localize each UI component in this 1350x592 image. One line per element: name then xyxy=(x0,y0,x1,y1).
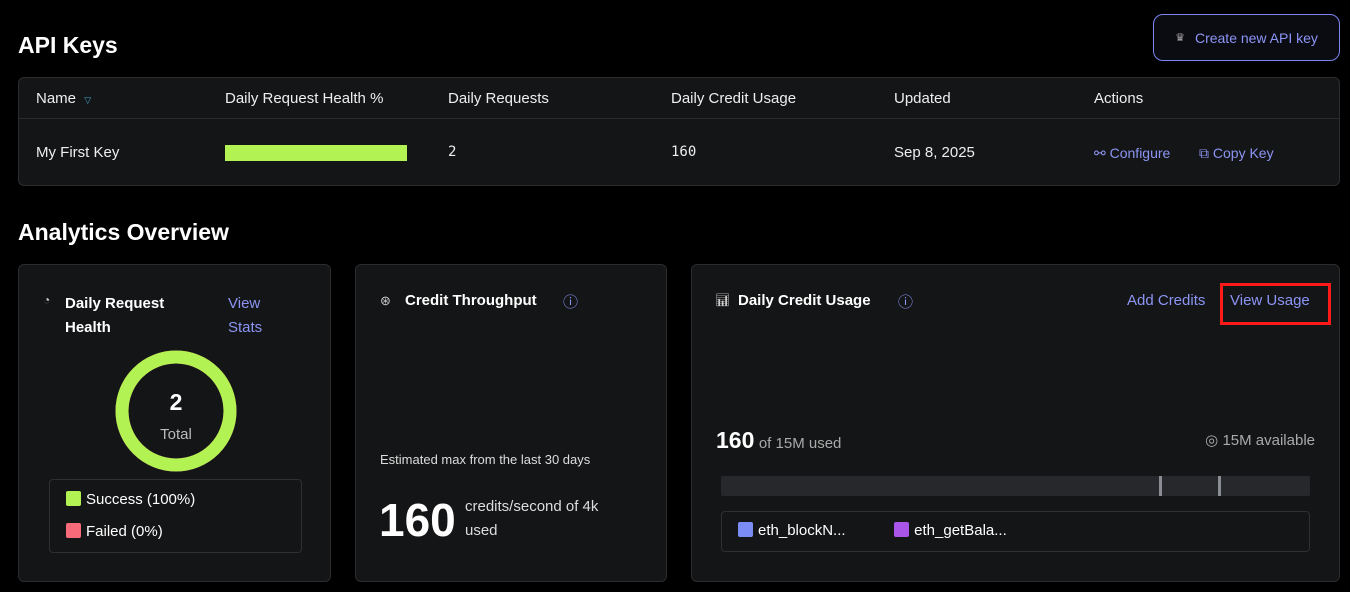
table-header: Name ▽ Daily Request Health % Daily Requ… xyxy=(19,78,1339,119)
column-credit-header: Daily Credit Usage xyxy=(671,90,797,107)
card-title: Daily Request Health xyxy=(65,295,165,336)
usage-marker xyxy=(1159,476,1162,496)
sliders-icon: ⚯ xyxy=(1094,145,1106,161)
credit-used: 160 of 15M used xyxy=(716,427,842,453)
throughput-unit: credits/second of 4k used xyxy=(465,498,599,539)
add-credits-link[interactable]: Add Credits xyxy=(1127,292,1206,309)
sort-down-icon[interactable]: ▽ xyxy=(84,95,92,105)
throughput-value: 160 xyxy=(379,494,456,546)
daily-credit-usage-card: 📊︎ Daily Credit Usage ⓘ Add Credits View… xyxy=(691,264,1340,582)
column-updated-header: Updated xyxy=(894,90,951,107)
info-icon[interactable]: ⓘ xyxy=(563,294,579,311)
card-title: Credit Throughput xyxy=(405,292,537,309)
usage-marker xyxy=(1218,476,1221,496)
column-health-header: Daily Request Health % xyxy=(225,90,384,107)
total-value: 2 xyxy=(169,389,183,415)
daily-requests-value: 2 xyxy=(448,144,457,160)
health-donut xyxy=(115,350,237,472)
health-bar xyxy=(225,145,407,161)
legend-success: Success (100%) xyxy=(66,484,285,516)
credit-usage-bar xyxy=(721,476,1310,496)
daily-request-health-card: ◔ Daily Request Health View Stats 2 Total … xyxy=(18,264,331,582)
create-api-key-button[interactable]: ♛ Create new API key xyxy=(1153,14,1340,61)
view-usage-link[interactable]: View Usage xyxy=(1220,283,1331,325)
legend-item: eth_blockN... xyxy=(738,522,890,539)
coin-icon: ◎ xyxy=(1205,432,1219,449)
column-actions-header: Actions xyxy=(1094,90,1144,107)
column-requests-header: Daily Requests xyxy=(448,90,549,107)
api-keys-table: Name ▽ Daily Request Health % Daily Requ… xyxy=(18,77,1340,186)
gauge-icon: ⊛ xyxy=(380,293,391,308)
bar-chart-icon: 📊︎ xyxy=(715,293,731,307)
throughput-caption: Estimated max from the last 30 days xyxy=(380,452,591,467)
credit-available: ◎ 15M available xyxy=(1205,432,1315,449)
credit-usage-value: 160 xyxy=(671,144,697,160)
success-arc xyxy=(115,350,237,472)
crown-icon: ♛ xyxy=(1175,32,1185,44)
updated-date: Sep 8, 2025 xyxy=(894,144,975,161)
legend-item: eth_getBala... xyxy=(894,522,1007,539)
view-stats-link[interactable]: View Stats xyxy=(228,295,263,336)
total-label: Total xyxy=(160,426,192,443)
legend-failed: Failed (0%) xyxy=(66,516,285,548)
health-legend: Success (100%) Failed (0%) xyxy=(49,479,302,553)
credit-throughput-card: ⊛ Credit Throughput ⓘ Estimated max from… xyxy=(355,264,667,582)
pie-chart-icon: ◔ xyxy=(43,293,51,307)
analytics-title: Analytics Overview xyxy=(18,219,229,245)
copy-key-button[interactable]: ⧉ Copy Key xyxy=(1199,145,1274,161)
key-name: My First Key xyxy=(36,144,120,161)
column-name-header[interactable]: Name ▽ xyxy=(36,90,92,107)
page-title: API Keys xyxy=(18,32,118,58)
card-title: Daily Credit Usage xyxy=(738,292,871,309)
info-icon[interactable]: ⓘ xyxy=(898,294,914,311)
configure-button[interactable]: ⚯ Configure xyxy=(1094,145,1171,161)
copy-icon: ⧉ xyxy=(1199,145,1209,161)
method-legend: eth_blockN... eth_getBala... xyxy=(721,511,1310,552)
